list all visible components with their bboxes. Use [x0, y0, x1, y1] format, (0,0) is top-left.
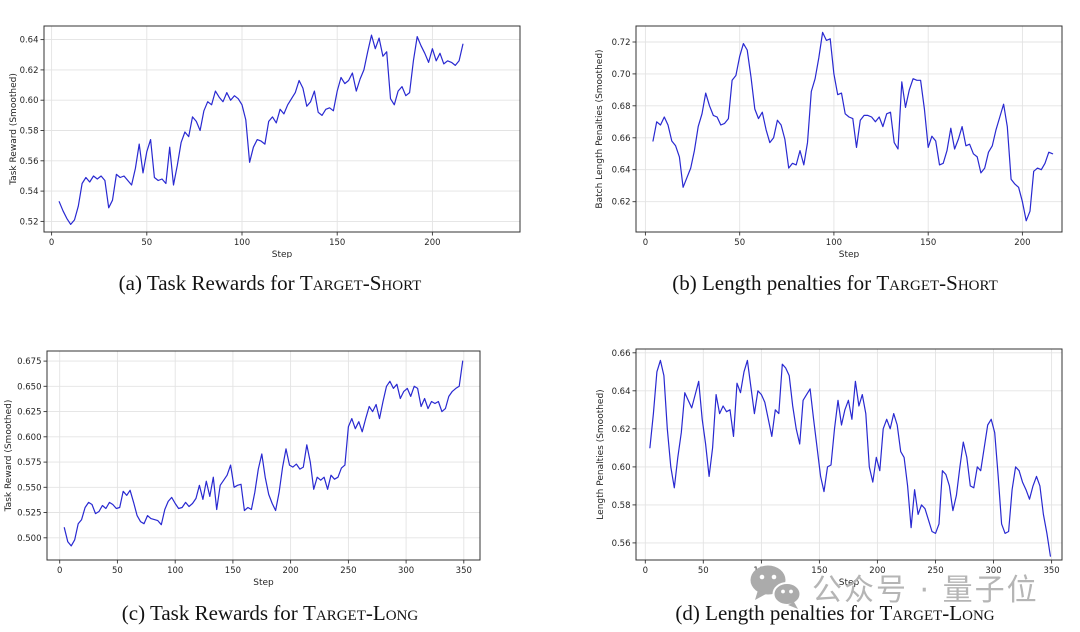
figure-a: 0 50 100 150 200 0.52 0.54 0.56 0.58 0.60 0.62 0.64… — [0, 0, 540, 296]
x-tick-label: 50 — [141, 238, 152, 248]
caption-d: (d) Length penalties for Target-Long — [590, 601, 1080, 626]
line-chart-task-rewards-short: 0 50 100 150 200 0.52 0.54 0.56 0.58 0.60 0.62 0.64… — [9, 25, 521, 258]
x-axis-title: Step — [253, 578, 274, 588]
y-tick-label: 0.70 — [612, 70, 631, 80]
caption-a-text: (a) Task Rewards for — [118, 271, 300, 295]
x-tick-label: 150 — [225, 566, 241, 576]
y-tick-label: 0.52 — [20, 217, 39, 227]
caption-a: (a) Task Rewards for Target-Short — [0, 271, 540, 296]
y-tick-label: 0.56 — [20, 157, 39, 167]
x-tick-label: 50 — [112, 566, 123, 576]
x-axis-title: Step — [839, 250, 860, 258]
x-tick-label: 100 — [167, 566, 183, 576]
line-chart-length-penalties-short: 0 50 100 150 200 0.62 0.64 0.66 0.68 0.70 0.72 Step… — [595, 25, 1063, 258]
plot-area — [46, 350, 481, 561]
caption-d-text: (d) Length penalties for — [675, 601, 880, 625]
y-axis-title: Batch Length Penalties (Smoothed) — [595, 49, 605, 208]
y-axis-title: Task Reward (Smoothed) — [9, 73, 19, 186]
x-tick-label: 250 — [927, 566, 943, 576]
caption-b-target: Target-Short — [876, 271, 998, 295]
data-line — [652, 31, 1054, 222]
x-tick-label: 150 — [920, 238, 936, 248]
x-tick-label: 100 — [826, 238, 842, 248]
y-tick-label: 0.64 — [612, 166, 631, 176]
y-tick-label: 0.60 — [20, 96, 39, 106]
x-tick-label: 50 — [734, 238, 745, 248]
y-tick-label: 0.68 — [612, 102, 631, 112]
x-tick-label: 200 — [424, 238, 440, 248]
y-tick-label: 0.525 — [17, 509, 41, 519]
caption-c-text: (c) Task Rewards for — [121, 601, 304, 625]
y-tick-label: 0.575 — [17, 458, 41, 468]
caption-d-target: Target-Long — [879, 601, 995, 625]
x-tick-label: 50 — [698, 566, 709, 576]
y-tick-label: 0.625 — [17, 408, 41, 418]
y-tick-label: 0.72 — [612, 38, 631, 48]
y-tick-label: 0.650 — [17, 382, 41, 392]
y-tick-label: 0.500 — [17, 534, 41, 544]
y-tick-label: 0.58 — [20, 127, 39, 137]
y-tick-label: 0.66 — [612, 349, 631, 359]
y-tick-label: 0.62 — [20, 66, 39, 76]
line-chart-length-penalties-long: 0501001502002503003500.560.580.600.620.6… — [596, 348, 1063, 588]
x-tick-label: 350 — [456, 566, 472, 576]
y-tick-label: 0.550 — [17, 483, 41, 493]
y-tick-label: 0.58 — [612, 501, 631, 511]
x-tick-label: 150 — [811, 566, 827, 576]
caption-c-target: Target-Long — [303, 601, 419, 625]
y-tick-label: 0.62 — [612, 425, 631, 435]
y-tick-label: 0.54 — [20, 187, 39, 197]
figure-b: 0 50 100 150 200 0.62 0.64 0.66 0.68 0.70 0.72 Step… — [590, 0, 1080, 296]
y-tick-label: 0.56 — [612, 539, 631, 549]
x-tick-label: 300 — [398, 566, 414, 576]
figure-c: 0 50 100 150 200 250 300 350 0.500 0.525 0.550 0.57… — [0, 324, 540, 626]
y-tick-label: 0.600 — [17, 433, 41, 443]
plot-area — [43, 25, 521, 233]
x-tick-label: 200 — [1014, 238, 1030, 248]
caption-b-text: (b) Length penalties for — [672, 271, 877, 295]
line-chart-task-rewards-long: 0 50 100 150 200 250 300 350 0.500 0.525 0.550 0.57… — [4, 350, 481, 588]
y-tick-label: 0.64 — [20, 36, 39, 46]
x-tick-label: 0 — [643, 566, 648, 576]
y-tick-label: 0.62 — [612, 198, 631, 208]
x-axis-title: Step — [839, 578, 860, 588]
plot-area — [635, 348, 1063, 561]
y-tick-label: 0.64 — [612, 387, 631, 397]
y-tick-label: 0.66 — [612, 134, 631, 144]
caption-b: (b) Length penalties for Target-Short — [590, 271, 1080, 296]
y-axis-title: Length Penalties (Smoothed) — [596, 389, 606, 519]
y-axis-title: Task Reward (Smoothed) — [4, 400, 14, 513]
data-line — [63, 360, 464, 547]
x-tick-label: 0 — [643, 238, 648, 248]
x-tick-label: 250 — [340, 566, 356, 576]
x-tick-label: 0 — [57, 566, 62, 576]
x-tick-label: 0 — [49, 238, 54, 248]
data-line — [58, 34, 464, 225]
y-tick-label: 0.60 — [612, 463, 631, 473]
x-tick-label: 100 — [234, 238, 250, 248]
x-axis-title: Step — [272, 250, 293, 258]
x-tick-label: 350 — [1043, 566, 1059, 576]
caption-c: (c) Task Rewards for Target-Long — [0, 601, 540, 626]
watermark-text: 公众号 · 量子位 — [812, 573, 1039, 608]
x-tick-label: 150 — [329, 238, 345, 248]
x-tick-label: 200 — [869, 566, 885, 576]
wechat-icon — [750, 565, 802, 609]
caption-a-target: Target-Short — [299, 271, 422, 295]
figure-d: 0501001502002503003500.560.580.600.620.6… — [590, 324, 1080, 626]
x-tick-label: 300 — [985, 566, 1001, 576]
plot-area — [635, 25, 1063, 233]
x-tick-label: 200 — [282, 566, 298, 576]
data-line — [649, 359, 1051, 557]
y-tick-label: 0.675 — [17, 357, 41, 367]
watermark: 公众号 · 量子位 — [748, 564, 1039, 610]
